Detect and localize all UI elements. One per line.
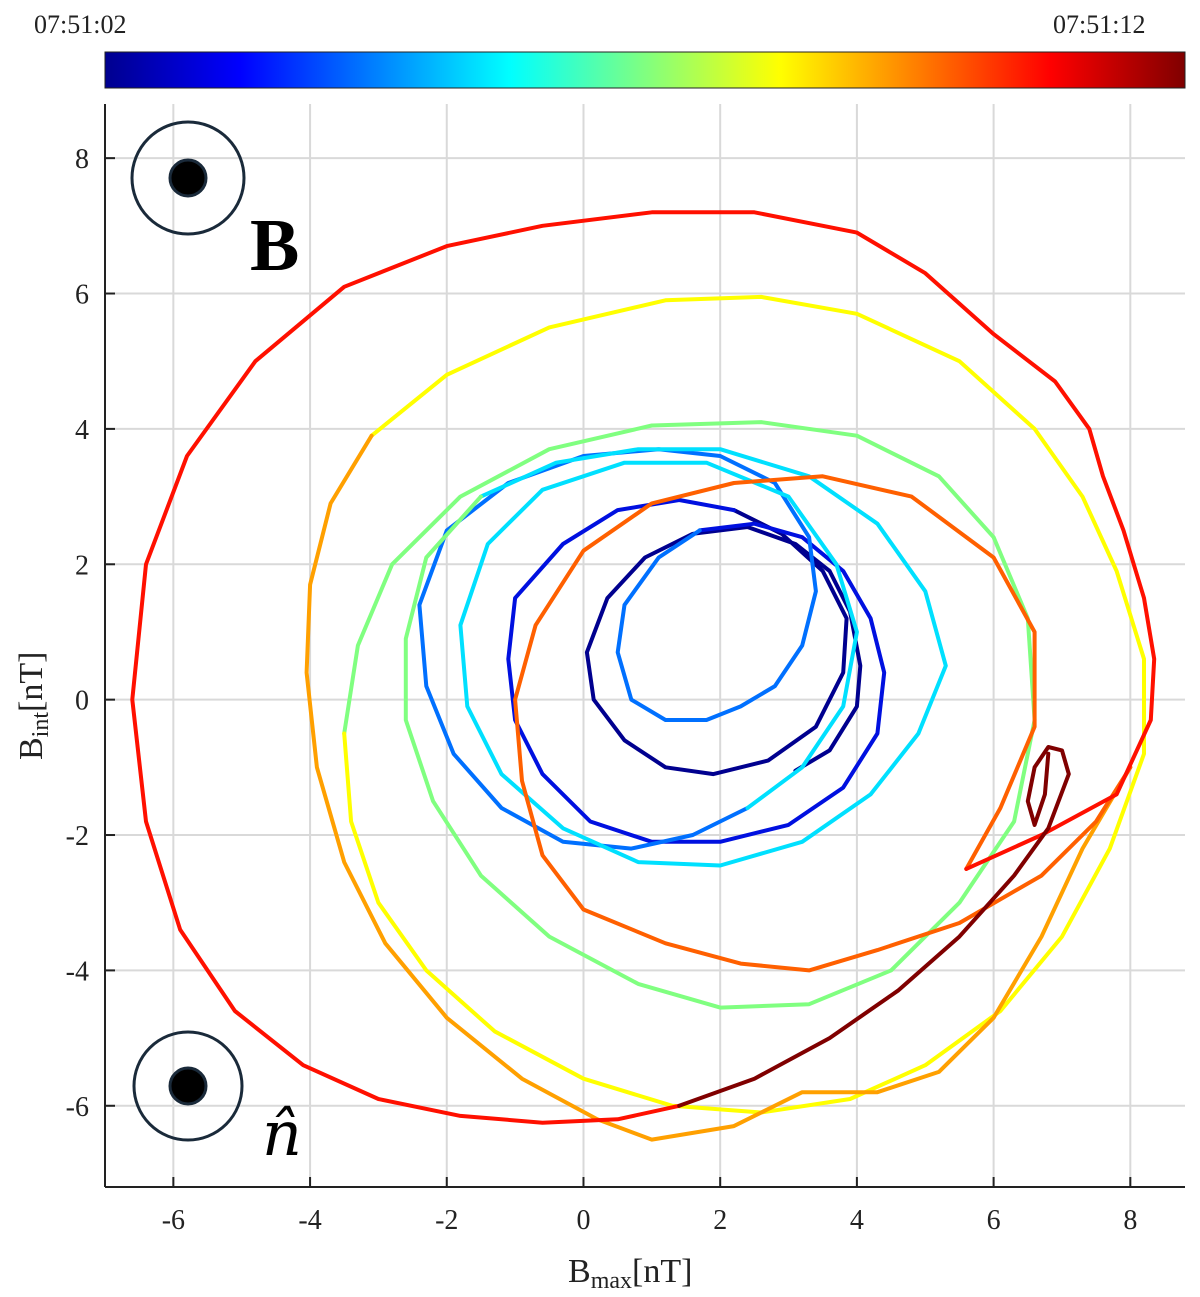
series-line-0 [584,508,863,777]
series-line-7 [513,474,1133,973]
colorbar-gradient [104,51,1186,89]
colorbar: 07:51:02 07:51:12 [34,10,1186,89]
axes [104,104,1185,1188]
y-tick-label: 4 [75,415,89,446]
x-tick-label: -2 [435,1205,458,1236]
y-tick-label: 8 [75,144,89,175]
y-tick-labels: -6 -4 -2 0 2 4 6 8 [66,144,89,1123]
colorbar-end-label: 07:51:12 [1053,10,1145,39]
series-line-2 [417,447,818,851]
y-tick-label: -4 [66,956,89,987]
y-tick-label: -2 [66,821,89,852]
series-line-4 [342,420,1037,1010]
plot-area: -6 -4 -2 0 2 4 6 8 -6 -4 -2 0 2 4 6 8 [66,104,1185,1236]
normal-vector-marker-icon [132,1030,244,1142]
y-tick-label: 6 [75,280,89,311]
x-axis-label: Bmax[nT] [568,1253,692,1294]
series-line-1 [506,498,887,844]
series-line-5 [342,294,1146,1115]
series-line-3 [458,447,948,868]
y-tick-label: 0 [75,686,89,717]
y-axis-label: Bint[nT] [13,652,54,760]
x-tick-label: -4 [298,1205,321,1236]
b-field-marker-icon [130,120,246,236]
x-tick-label: 8 [1123,1205,1137,1236]
b-field-symbol: B [250,205,299,287]
normal-vector-symbol: n̂ [262,1097,302,1170]
x-tick-label: 0 [576,1205,590,1236]
x-tick-label: 6 [987,1205,1001,1236]
series-line-9 [677,745,1071,1108]
x-tick-label: 4 [850,1205,864,1236]
x-tick-label: 2 [713,1205,727,1236]
series-line-8 [130,210,1157,1125]
colorbar-start-label: 07:51:02 [34,10,126,39]
y-tick-label: 2 [75,550,89,581]
x-tick-label: -6 [162,1205,185,1236]
x-tick-labels: -6 -4 -2 0 2 4 6 8 [162,1205,1138,1236]
y-tick-label: -6 [66,1092,89,1123]
series-group [130,210,1157,1142]
